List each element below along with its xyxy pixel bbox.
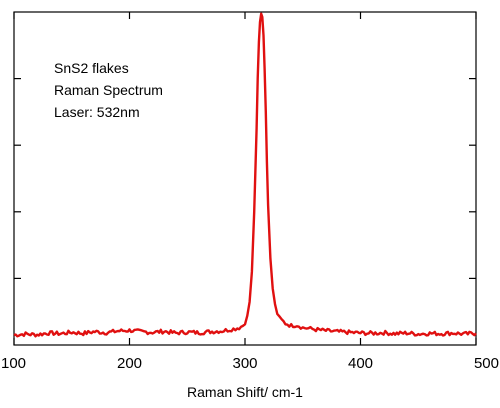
spectrum-line bbox=[13, 12, 477, 338]
y-axis-ticks bbox=[14, 77, 476, 279]
annotation-sample: SnS2 flakes bbox=[54, 60, 129, 76]
x-axis-ticks bbox=[13, 12, 477, 345]
annotation-method: Raman Spectrum bbox=[54, 82, 163, 98]
x-axis-title: Raman Shift/ cm-1 bbox=[187, 384, 303, 400]
x-axis-tick-labels: 100 200 300 400 500 bbox=[1, 355, 499, 372]
x-tick-label-300: 300 bbox=[232, 355, 257, 372]
x-tick-label-500: 500 bbox=[474, 355, 499, 372]
annotation-laser: Laser: 532nm bbox=[54, 104, 140, 120]
x-tick-label-400: 400 bbox=[348, 355, 373, 372]
x-tick-label-200: 200 bbox=[117, 355, 142, 372]
x-tick-label-100: 100 bbox=[1, 355, 26, 372]
